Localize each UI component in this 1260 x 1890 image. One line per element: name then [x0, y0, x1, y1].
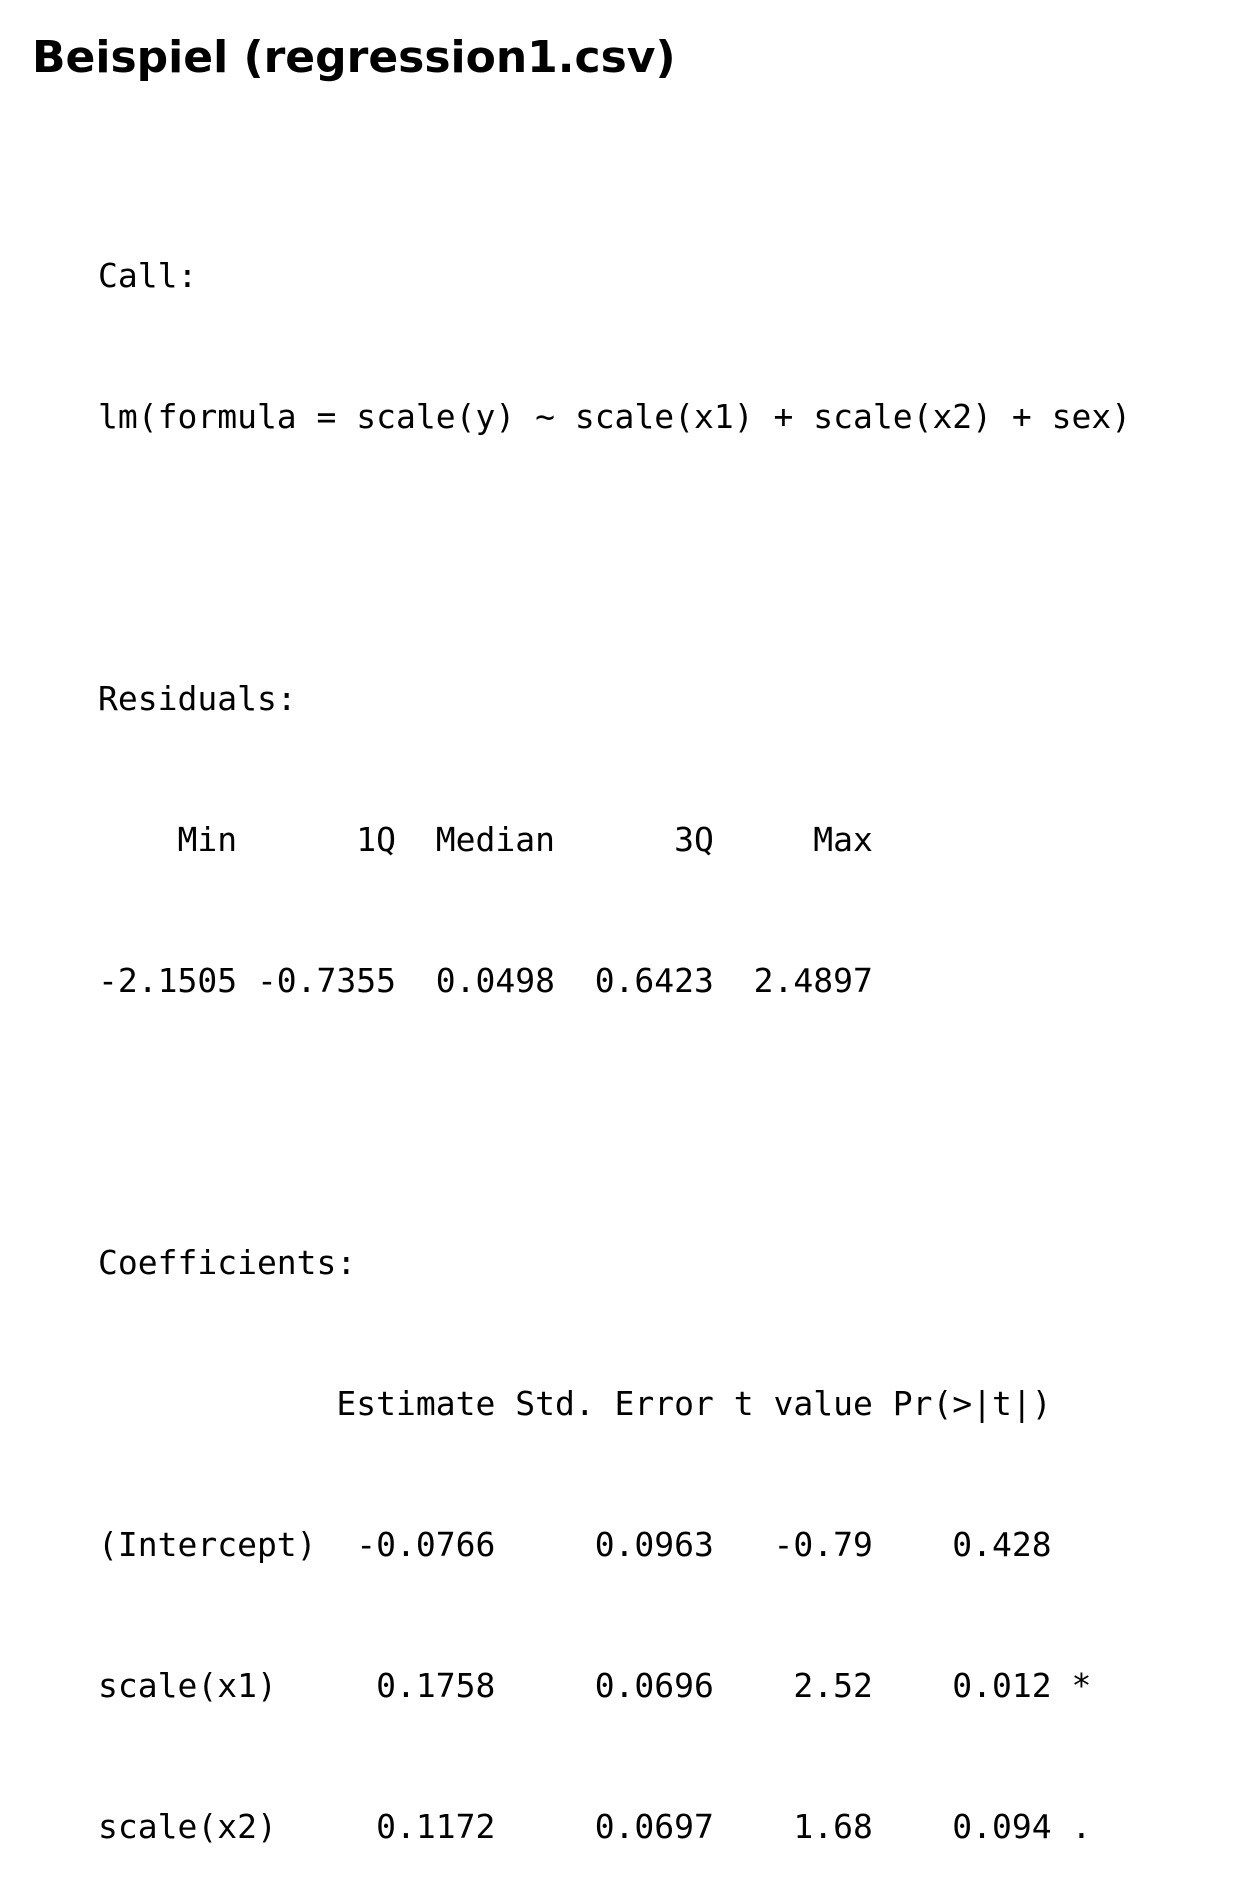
coefficients-row-scale-x2: scale(x2) 0.1172 0.0697 1.68 0.094 .	[98, 1807, 1092, 1846]
coefficients-label: Coefficients:	[98, 1243, 357, 1282]
call-label: Call:	[98, 256, 198, 295]
coefficients-row-scale-x1: scale(x1) 0.1758 0.0696 2.52 0.012 *	[98, 1666, 1092, 1705]
blank-line	[98, 534, 1260, 581]
residuals-values: -2.1505 -0.7355 0.0498 0.6423 2.4897	[98, 961, 873, 1000]
residuals-label: Residuals:	[98, 679, 297, 718]
coefficients-row-intercept: (Intercept) -0.0766 0.0963 -0.79 0.428	[98, 1525, 1052, 1564]
call-formula: lm(formula = scale(y) ~ scale(x1) + scal…	[98, 397, 1132, 436]
residuals-header: Min 1Q Median 3Q Max	[98, 820, 873, 859]
slide-title: Beispiel (regression1.csv)	[32, 32, 676, 83]
r-console-output: Call: lm(formula = scale(y) ~ scale(x1) …	[98, 158, 1260, 1890]
blank-line	[98, 1098, 1260, 1145]
coefficients-header: Estimate Std. Error t value Pr(>|t|)	[98, 1384, 1052, 1423]
